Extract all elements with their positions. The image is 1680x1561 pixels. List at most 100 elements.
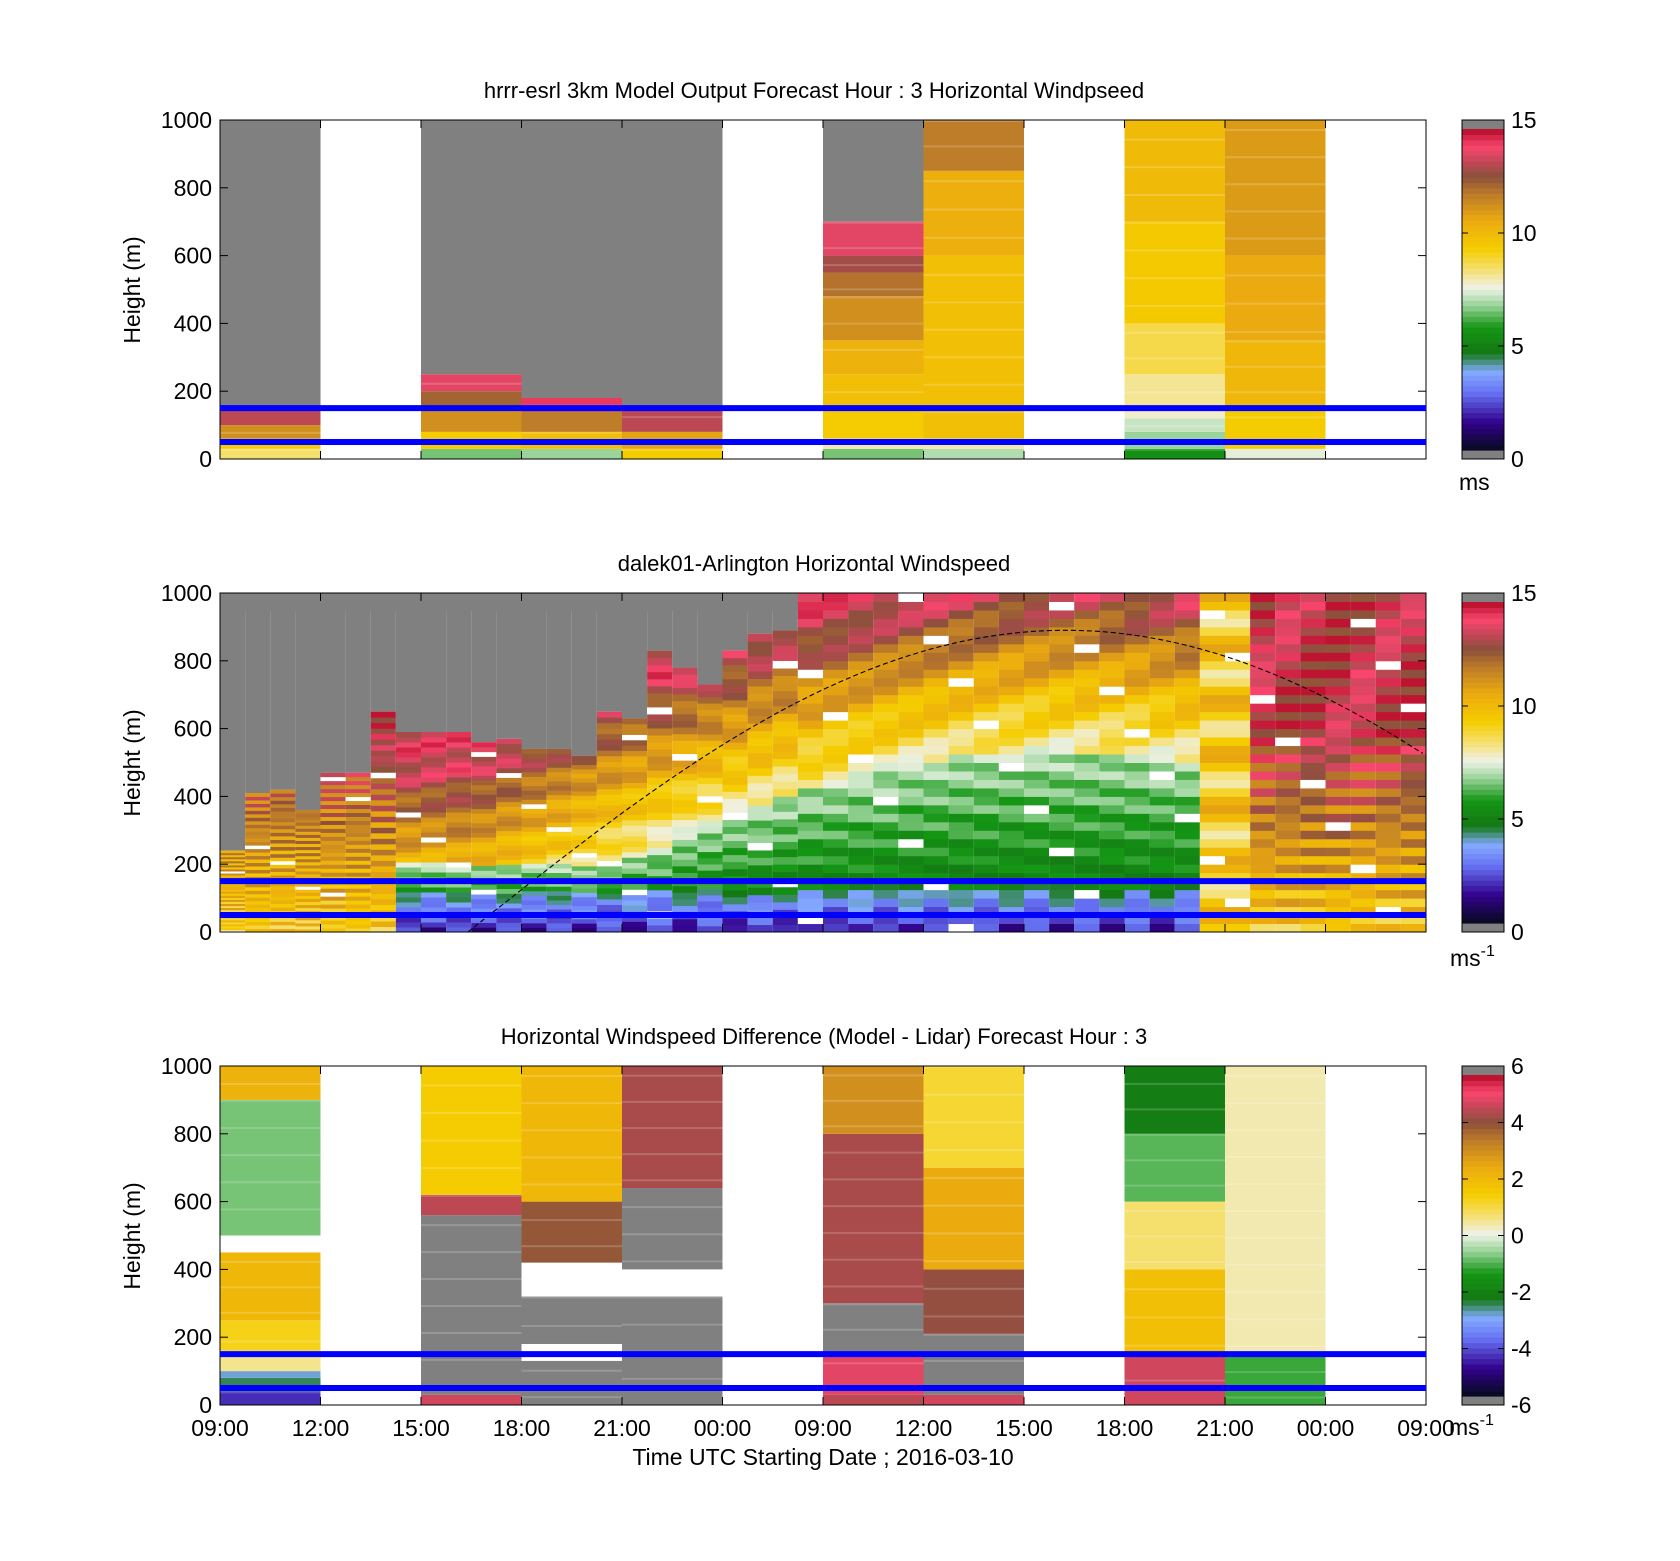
heatmap-cell (647, 664, 673, 673)
heatmap-cell (898, 779, 924, 789)
heatmap-cell (722, 882, 748, 891)
heatmap-cell (320, 892, 346, 897)
heatmap-cell (1049, 728, 1075, 738)
heatmap-cell (345, 776, 371, 782)
heatmap-band (421, 1278, 522, 1281)
heatmap-cell (1049, 906, 1075, 916)
heatmap-cell (622, 814, 648, 821)
heatmap-cell (647, 847, 673, 856)
heatmap-cell (1275, 872, 1301, 882)
heatmap-cell (672, 832, 698, 840)
heatmap-cell (295, 889, 321, 893)
heatmap-cell (521, 803, 547, 809)
heatmap-cell (1375, 745, 1401, 755)
heatmap-cell (421, 1215, 522, 1395)
heatmap-cell (1149, 686, 1175, 696)
heatmap-cell (848, 872, 874, 882)
heatmap-cell (1300, 643, 1326, 653)
heatmap-cell (320, 916, 346, 921)
heatmap-cell (1199, 847, 1225, 857)
heatmap-cell (697, 752, 723, 760)
heatmap-cell (1275, 669, 1301, 679)
heatmap-cell (1049, 686, 1075, 696)
heatmap-cell (722, 706, 748, 715)
heatmap-cell (521, 799, 547, 805)
heatmap-cell (421, 881, 447, 888)
colorbar-tick-label: 5 (1511, 806, 1524, 832)
heatmap-cell (546, 863, 572, 869)
heatmap-cell (647, 777, 673, 785)
heatmap-cell (797, 635, 823, 645)
heatmap-cell (1300, 711, 1326, 721)
heatmap-cell (596, 838, 622, 845)
heatmap-band (823, 1231, 924, 1234)
colorbar-swatch (1462, 1374, 1504, 1381)
heatmap-cell (521, 813, 547, 819)
colorbar-swatch (1462, 129, 1504, 135)
heatmap-cell (270, 889, 296, 894)
heatmap-cell (320, 796, 346, 802)
heatmap-cell (1124, 643, 1150, 653)
heatmap-cell (1199, 643, 1225, 653)
heatmap-cell (697, 696, 723, 704)
heatmap-cell (973, 813, 999, 823)
heatmap-cell (1375, 779, 1401, 789)
heatmap-cell (1250, 855, 1276, 865)
y-tick-label: 600 (174, 243, 212, 269)
heatmap-cell (697, 684, 723, 692)
heatmap-cell (220, 927, 246, 931)
heatmap-cell (345, 872, 371, 877)
heatmap-cell (245, 886, 271, 891)
heatmap-cell (697, 758, 723, 766)
heatmap-cell (722, 713, 748, 722)
heatmap-cell (747, 924, 773, 933)
heatmap-cell (1099, 830, 1125, 840)
heatmap-cell (797, 906, 823, 916)
heatmap-cell (1350, 813, 1376, 823)
heatmap-cell (596, 920, 622, 927)
heatmap-cell (220, 907, 246, 911)
nodata-cell (270, 593, 296, 790)
heatmap-cell (370, 904, 396, 911)
heatmap-cell (1225, 686, 1251, 696)
colorbar-swatch (1462, 1101, 1504, 1108)
heatmap-cell (622, 835, 648, 842)
heatmap-cell (722, 868, 748, 877)
heatmap-cell (797, 855, 823, 865)
colorbar-swatch (1462, 1176, 1504, 1183)
heatmap-cell (1400, 660, 1426, 670)
heatmap-cell (345, 808, 371, 814)
heatmap-cell (1124, 787, 1150, 797)
heatmap-cell (1199, 898, 1225, 908)
heatmap-cell (1275, 906, 1301, 916)
colorbar-swatch (1462, 316, 1504, 323)
heatmap-cell (1124, 593, 1150, 602)
heatmap-band (923, 1204, 1024, 1207)
heatmap-cell (446, 846, 472, 853)
heatmap-cell (1400, 618, 1426, 628)
heatmap-cell (395, 851, 421, 858)
heatmap-cell (747, 656, 773, 665)
y-tick-label: 1000 (161, 1053, 212, 1079)
colorbar-swatch (1462, 332, 1504, 339)
heatmap-cell (546, 790, 572, 796)
heatmap-cell (622, 723, 648, 730)
heatmap-cell (1074, 720, 1100, 730)
heatmap-cell (1024, 643, 1050, 653)
heatmap-cell (1149, 898, 1175, 908)
heatmap-cell (1124, 1201, 1225, 1270)
heatmap-cell (1174, 737, 1200, 747)
heatmap-cell (1250, 643, 1276, 653)
heatmap-cell (1225, 898, 1251, 908)
heatmap-cell (546, 854, 572, 860)
colorbar-swatch (1462, 364, 1504, 371)
heatmap-cell (873, 864, 899, 874)
heatmap-cell (1350, 728, 1376, 738)
heatmap-cell (1275, 855, 1301, 865)
heatmap-cell (823, 635, 849, 645)
heatmap-cell (1099, 915, 1125, 925)
heatmap-cell (571, 830, 597, 836)
heatmap-cell (521, 886, 547, 892)
heatmap-cell (1099, 677, 1125, 687)
heatmap-cell (722, 735, 748, 743)
